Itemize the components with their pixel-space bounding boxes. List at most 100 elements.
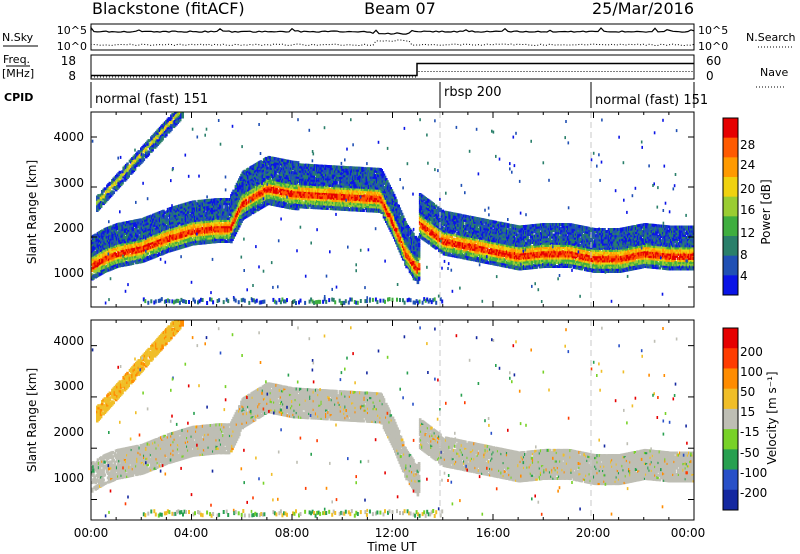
power-point	[338, 174, 342, 177]
power-point	[318, 206, 321, 210]
power-point	[372, 201, 376, 205]
power-point	[388, 184, 391, 188]
power-point	[275, 189, 278, 192]
power-point	[296, 207, 300, 211]
power-point	[232, 195, 235, 199]
power-point	[361, 166, 364, 170]
power-point	[351, 204, 354, 208]
power-point	[132, 249, 136, 253]
power-point	[303, 167, 307, 171]
power-point	[232, 235, 235, 239]
power-point	[314, 197, 318, 201]
power-point	[135, 223, 138, 227]
power-point	[313, 181, 317, 184]
power-point	[328, 177, 331, 181]
power-point	[179, 244, 182, 248]
power-point	[354, 183, 357, 187]
power-point	[216, 235, 220, 239]
power-point	[188, 218, 191, 222]
power-point	[238, 224, 241, 228]
power-panel: 1000 2000 3000 4000 Slant Range [km]	[25, 111, 695, 308]
power-point	[318, 183, 321, 187]
power-point	[156, 253, 160, 257]
power-point	[122, 223, 126, 227]
power-point	[130, 230, 134, 234]
power-point	[197, 229, 200, 233]
power-point	[322, 183, 326, 187]
power-point	[213, 236, 216, 240]
power-point	[338, 190, 342, 194]
power-point	[327, 196, 330, 200]
power-point	[282, 171, 285, 175]
power-point	[373, 173, 377, 177]
power-point	[336, 167, 339, 171]
power-point	[218, 206, 222, 210]
power-point	[355, 175, 359, 178]
power-point	[317, 170, 320, 174]
power-point	[126, 254, 129, 258]
power-point	[266, 179, 269, 183]
power-point	[218, 233, 222, 237]
power-point	[212, 230, 215, 233]
freq-right-tick-top: 60	[706, 54, 721, 68]
power-point	[320, 194, 324, 197]
power-point	[209, 223, 213, 227]
power-point	[285, 176, 289, 180]
power-point	[387, 197, 390, 201]
power-point	[292, 179, 295, 183]
power-point	[309, 182, 312, 186]
power-point	[296, 203, 300, 207]
power-point	[284, 161, 287, 165]
power-point	[373, 184, 377, 188]
cpid-segment-3: normal (fast) 151	[595, 93, 708, 108]
power-point	[131, 261, 135, 265]
power-point	[388, 199, 391, 203]
power-point	[378, 197, 381, 201]
power-point	[209, 240, 213, 244]
power-point	[244, 198, 248, 202]
power-point	[323, 187, 327, 191]
power-point	[206, 213, 209, 217]
power-point	[276, 168, 279, 172]
power-point	[149, 235, 153, 239]
cpid-row: CPID normal (fast) 151 rbsp 200 normal (…	[4, 82, 708, 108]
power-point	[129, 228, 132, 232]
power-point	[329, 165, 333, 169]
power-point	[171, 210, 174, 214]
power-point	[301, 176, 304, 180]
power-point	[164, 238, 168, 242]
power-point	[130, 257, 134, 261]
power-point	[381, 202, 385, 206]
power-point	[288, 183, 292, 187]
power-point	[230, 231, 233, 235]
power-point	[288, 162, 292, 166]
power-point	[299, 163, 302, 167]
power-point	[301, 163, 304, 167]
power-point	[166, 210, 170, 213]
power-point	[208, 198, 212, 202]
power-point	[130, 222, 134, 226]
power-point	[389, 229, 393, 232]
power-point	[277, 164, 281, 168]
power-point	[274, 171, 277, 175]
power-point	[383, 175, 387, 179]
power-point	[100, 255, 103, 259]
power-point	[223, 202, 226, 206]
power-point	[369, 188, 372, 192]
power-point	[150, 254, 154, 258]
power-point	[165, 250, 169, 254]
power-point	[238, 193, 241, 196]
power-point	[219, 198, 223, 201]
power-point	[287, 178, 291, 182]
power-point	[240, 180, 243, 184]
power-point	[236, 226, 240, 230]
power-point	[228, 233, 232, 237]
freq-left-tick-bottom: 8	[68, 69, 76, 83]
power-point	[296, 161, 300, 165]
power-point	[178, 225, 181, 229]
power-point	[134, 240, 137, 244]
power-point	[291, 185, 294, 189]
power-point	[348, 174, 352, 178]
power-point	[335, 180, 338, 184]
